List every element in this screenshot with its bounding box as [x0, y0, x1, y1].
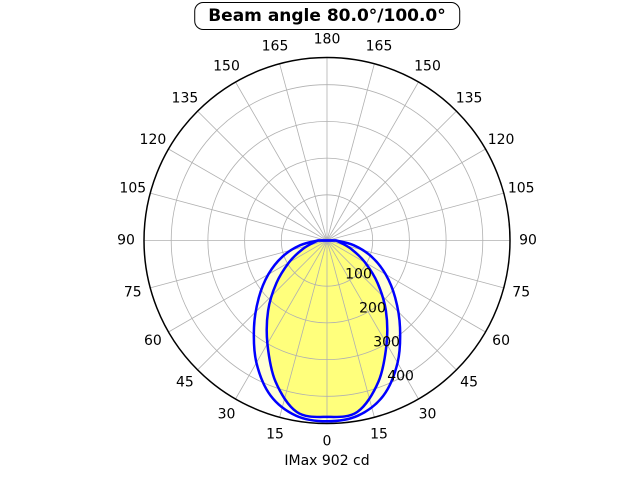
grid-spoke — [326, 240, 486, 333]
angle-tick-label: 60 — [144, 333, 162, 349]
angle-tick-label: 135 — [172, 90, 199, 106]
angle-tick-label: 75 — [124, 285, 142, 301]
angle-tick-label: 30 — [218, 407, 236, 423]
angle-tick-label: 165 — [262, 38, 289, 54]
angle-tick-label: 150 — [213, 58, 240, 74]
radial-tick-label: 100 — [345, 267, 372, 283]
angle-tick-label: 180 — [314, 32, 341, 48]
imax-label: IMax 902 cd — [284, 453, 370, 469]
grid-spoke — [279, 63, 328, 241]
grid-spoke — [326, 63, 375, 241]
angle-tick-label: 45 — [176, 375, 194, 391]
grid-spoke — [326, 110, 457, 241]
grid-spoke — [235, 81, 328, 241]
grid-spoke — [326, 240, 504, 289]
angle-tick-label: 0 — [323, 434, 332, 450]
chart-title: Beam angle 80.0°/100.0° — [194, 2, 460, 31]
angle-tick-label: 45 — [460, 375, 478, 391]
grid-spoke — [235, 240, 328, 400]
angle-tick-label: 105 — [119, 181, 146, 197]
angle-tick-label: 60 — [492, 333, 510, 349]
angle-tick-label: 90 — [519, 233, 537, 249]
angle-tick-label: 135 — [456, 90, 483, 106]
radial-tick-label: 300 — [373, 335, 400, 351]
grid-spoke — [326, 240, 375, 418]
grid-spoke — [326, 192, 504, 241]
grid-spoke — [150, 240, 328, 289]
polar-outline — [143, 56, 511, 425]
angle-tick-label: 165 — [366, 38, 393, 54]
grid-spoke — [150, 192, 328, 241]
angle-tick-label: 120 — [488, 132, 515, 148]
radial-tick-label: 400 — [387, 369, 414, 385]
angle-tick-label: 15 — [266, 427, 284, 443]
beam-100deg-curve — [252, 239, 402, 423]
beam-80deg-curve — [265, 239, 389, 419]
grid-spoke — [279, 240, 328, 418]
grid-spoke — [197, 110, 328, 241]
angle-tick-label: 75 — [512, 285, 530, 301]
grid-spoke — [326, 240, 457, 371]
grid-spoke — [326, 240, 419, 400]
angle-tick-label: 30 — [419, 407, 437, 423]
angle-tick-label: 90 — [117, 233, 135, 249]
angle-tick-label: 105 — [508, 181, 535, 197]
angle-tick-label: 120 — [140, 132, 167, 148]
angle-tick-label: 15 — [370, 427, 388, 443]
angle-tick-label: 150 — [414, 58, 441, 74]
grid-spoke — [168, 148, 328, 241]
radial-tick-label: 200 — [359, 301, 386, 317]
grid-spoke — [168, 240, 328, 333]
grid-spoke — [326, 81, 419, 241]
grid-spoke — [197, 240, 328, 371]
grid-spoke — [326, 148, 486, 241]
